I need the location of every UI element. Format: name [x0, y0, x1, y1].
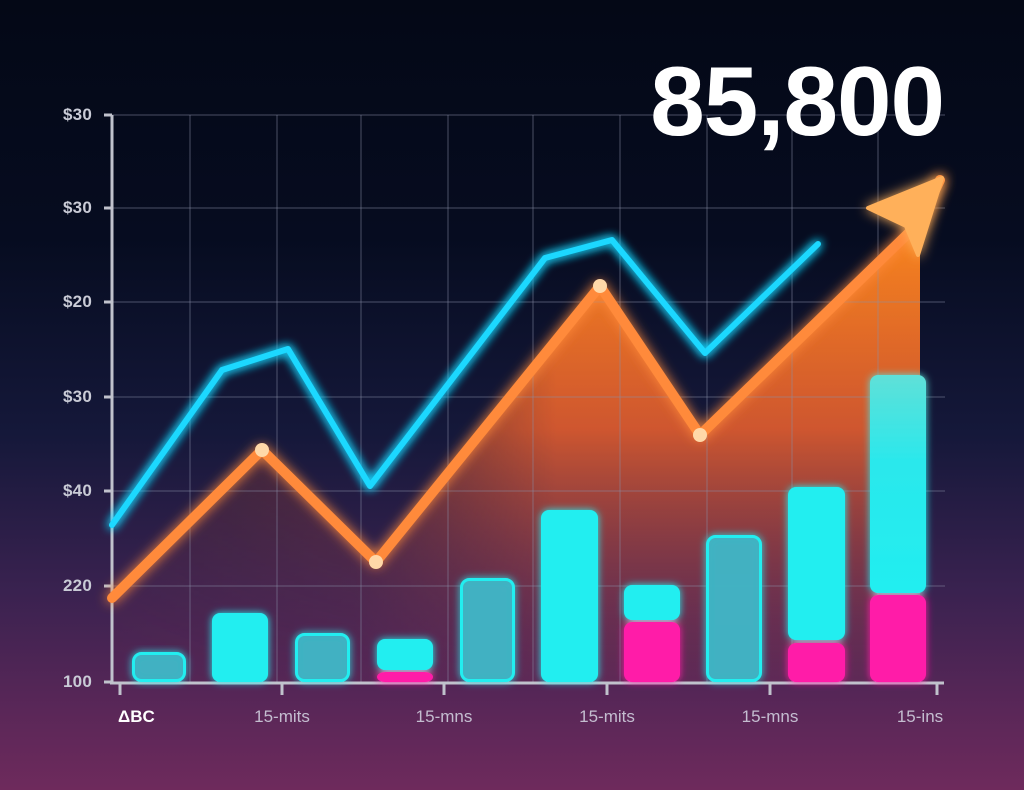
bar-cyan-segment — [212, 613, 268, 682]
bar-cyan-segment — [295, 633, 350, 682]
y-tick-label: $30 — [63, 387, 92, 406]
bar-cyan-segment — [870, 375, 926, 593]
bar — [295, 633, 350, 682]
y-axis-tick-marks — [104, 113, 112, 684]
bar-cyan-segment — [788, 487, 845, 640]
x-tick-label: 15-ins — [896, 707, 944, 726]
x-axis-tick-marks — [118, 683, 939, 695]
point-marker — [369, 555, 383, 569]
bar — [624, 585, 680, 682]
headline-value: 85,800 — [650, 46, 945, 156]
y-tick-label: $40 — [63, 481, 92, 500]
bar — [706, 535, 762, 682]
bar — [377, 639, 433, 682]
bar-pink-segment — [624, 622, 680, 682]
bar — [212, 613, 268, 682]
x-tick-label: 15-mits — [254, 707, 310, 726]
x-tick-label: ΔBC — [118, 707, 155, 726]
bar-cyan-segment — [132, 652, 186, 682]
bar — [870, 375, 926, 682]
x-tick-label: 15-mns — [741, 707, 799, 726]
y-tick-label: 100 — [63, 672, 92, 691]
bar — [460, 578, 515, 682]
bar-cyan-segment — [377, 639, 433, 670]
bar-pink-segment — [870, 595, 926, 682]
blue-line-series — [109, 237, 821, 528]
bar — [132, 652, 186, 682]
y-tick-label: $20 — [63, 292, 92, 311]
x-tick-label: 15-mits — [579, 707, 635, 726]
y-tick-label: $30 — [63, 105, 92, 124]
trend-arrow-icon — [866, 176, 944, 257]
orange-point-markers — [255, 279, 707, 569]
bar-cyan-segment — [460, 578, 515, 682]
y-tick-label: 220 — [63, 576, 92, 595]
bar-series — [132, 375, 926, 682]
point-marker — [593, 279, 607, 293]
bar-cyan-segment — [624, 585, 680, 620]
point-marker — [255, 443, 269, 457]
bar — [541, 510, 598, 682]
point-marker — [693, 428, 707, 442]
bar-cyan-segment — [706, 535, 762, 682]
bar-cyan-segment — [541, 510, 598, 682]
y-tick-label: $30 — [63, 198, 92, 217]
x-tick-label: 15-mns — [415, 707, 473, 726]
bar-pink-segment — [377, 672, 433, 682]
bar — [788, 487, 845, 682]
bar-pink-segment — [788, 643, 845, 682]
